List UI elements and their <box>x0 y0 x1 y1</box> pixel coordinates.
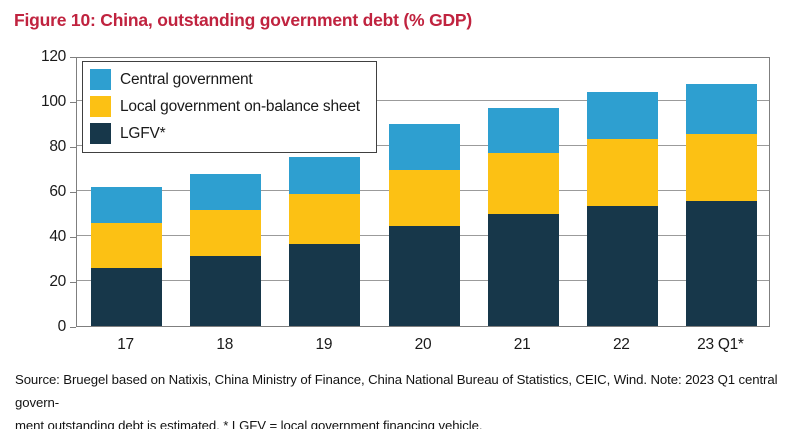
x-axis-label: 18 <box>216 336 234 353</box>
legend-item: Central government <box>90 69 360 90</box>
bar-segment-central-government <box>289 157 361 195</box>
source-note: Source: Bruegel based on Natixis, China … <box>15 368 795 429</box>
bar-18 <box>190 174 262 326</box>
y-axis-label: 80 <box>49 138 66 155</box>
y-axis-label: 60 <box>49 183 66 200</box>
bar-segment-lgfv <box>685 201 757 326</box>
legend-swatch <box>90 69 111 90</box>
y-axis-label: 20 <box>49 273 66 290</box>
bar-21 <box>487 107 559 326</box>
bar-segment-lgfv <box>289 243 361 326</box>
y-axis-label: 100 <box>41 93 66 110</box>
bar-segment-lgfv <box>388 225 460 326</box>
bar-segment-central-government <box>487 107 559 153</box>
x-axis-label: 21 <box>513 336 531 353</box>
bar-segment-lgfv <box>487 213 559 326</box>
legend-swatch <box>90 123 111 144</box>
y-axis-label: 40 <box>49 228 66 245</box>
bar-segment-lgfv <box>586 205 658 326</box>
bar-segment-lgfv <box>190 256 262 326</box>
bar-segment-lgfv <box>91 267 163 326</box>
bar-segment-local-government-on-balance-sheet <box>586 139 658 206</box>
gridline <box>77 100 769 101</box>
y-axis-tick <box>70 147 76 148</box>
bar-segment-local-government-on-balance-sheet <box>487 152 559 214</box>
bar-17 <box>91 186 163 326</box>
y-axis-tick <box>70 237 76 238</box>
legend-label: LGFV* <box>120 124 166 142</box>
bar-segment-central-government <box>586 92 658 140</box>
bar-segment-local-government-on-balance-sheet <box>289 194 361 244</box>
source-note-line-1: Source: Bruegel based on Natixis, China … <box>15 372 778 410</box>
bar-20 <box>388 123 460 326</box>
x-axis-label: 19 <box>315 336 333 353</box>
y-axis-tick <box>70 327 76 328</box>
x-axis-label: 23 Q1* <box>697 336 744 353</box>
bar-segment-local-government-on-balance-sheet <box>685 133 757 202</box>
bar-23 Q1* <box>685 84 757 326</box>
legend-label: Central government <box>120 70 253 88</box>
source-note-line-2: ment outstanding debt is estimated. * LG… <box>15 418 483 429</box>
legend-swatch <box>90 96 111 117</box>
bar-segment-local-government-on-balance-sheet <box>91 222 163 268</box>
bar-segment-central-government <box>190 174 262 211</box>
y-axis-label: 120 <box>41 48 66 65</box>
bar-22 <box>586 92 658 326</box>
y-axis-tick <box>70 192 76 193</box>
y-axis-tick <box>70 282 76 283</box>
legend-label: Local government on-balance sheet <box>120 97 360 115</box>
bar-19 <box>289 157 361 326</box>
legend: Central government Local government on-ba… <box>82 61 377 153</box>
y-axis-tick <box>70 102 76 103</box>
legend-item: LGFV* <box>90 123 360 144</box>
bar-segment-central-government <box>685 84 757 134</box>
bar-segment-local-government-on-balance-sheet <box>190 210 262 257</box>
figure-title: Figure 10: China, outstanding government… <box>14 10 473 30</box>
x-axis-label: 22 <box>612 336 630 353</box>
legend-item: Local government on-balance sheet <box>90 96 360 117</box>
x-axis-label: 20 <box>414 336 432 353</box>
y-axis-tick <box>70 57 76 58</box>
bar-segment-central-government <box>91 186 163 223</box>
y-axis-label: 0 <box>57 318 67 335</box>
bar-segment-central-government <box>388 123 460 170</box>
bar-segment-local-government-on-balance-sheet <box>388 169 460 226</box>
x-axis-label: 17 <box>117 336 134 353</box>
